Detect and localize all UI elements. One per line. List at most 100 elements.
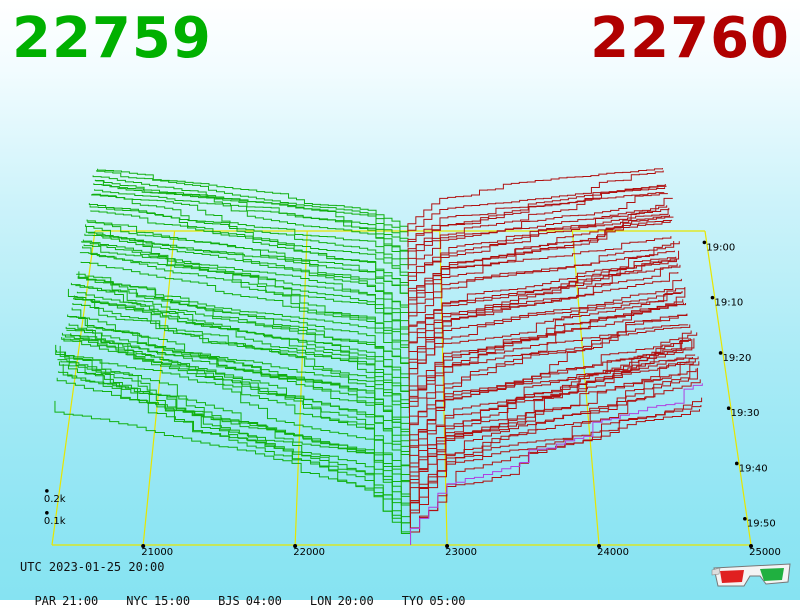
ask-depth-line (408, 197, 673, 309)
ask-depth-line (409, 338, 695, 479)
bid-depth-line (86, 219, 410, 309)
bid-depth-line (61, 332, 411, 490)
ask-depth-line (407, 220, 671, 292)
bid-depth-line (96, 170, 409, 237)
time-tick-label: 19:30 (731, 408, 760, 419)
time-tick-label: 19:20 (723, 353, 752, 364)
chart-grid (51, 230, 752, 546)
tz-par: PAR 21:00 (34, 594, 99, 608)
bid-price: 22759 (12, 6, 212, 71)
time-tick-dot (734, 461, 739, 466)
bid-depth-line (88, 203, 409, 292)
ask-depth-line (408, 264, 681, 369)
3d-glasses-icon[interactable] (710, 560, 794, 590)
bid-depth-line (59, 345, 411, 507)
utc-timestamp: UTC 2023-01-25 20:00 (20, 560, 165, 574)
bid-depth-line (64, 334, 411, 468)
timezone-strip: PAR 21:00 NYC 15:00 BJS 04:00 LON 20:00 TYO 05:00 (20, 580, 494, 608)
chart-axes: 21000 22000 23000 24000 25000 19:00 19:10 19:20… (44, 240, 781, 558)
bid-depth-line (82, 246, 410, 342)
bid-depth-line (55, 350, 411, 534)
bid-depth-line (94, 189, 409, 254)
bid-depth-line (61, 337, 411, 496)
ask-depth-series (407, 168, 703, 545)
bid-depth-line (63, 337, 411, 479)
bid-depth-series (54, 168, 412, 545)
bid-depth-line (82, 239, 410, 336)
bid-depth-line (94, 179, 409, 248)
ask-depth-line (407, 184, 666, 254)
bid-depth-line (65, 326, 411, 463)
bid-depth-line (90, 210, 409, 281)
x-tick-dot (445, 544, 450, 548)
tz-nyc: NYC 15:00 (126, 594, 191, 608)
x-tick-dot (293, 544, 298, 548)
bid-depth-line (62, 364, 411, 485)
ask-depth-line (408, 314, 687, 419)
ask-depth-line (409, 379, 701, 529)
time-tick-dot (718, 351, 723, 355)
ask-depth-line (408, 292, 682, 375)
bid-depth-line (91, 194, 409, 276)
ask-depth-line (409, 332, 698, 501)
ask-depth-line (409, 368, 697, 496)
time-tick-dot (743, 516, 747, 521)
bid-depth-line (79, 252, 410, 358)
bid-depth-line (76, 273, 410, 386)
bid-depth-line (67, 288, 411, 446)
bid-depth-line (77, 276, 410, 375)
ask-depth-line (407, 214, 670, 287)
tz-tyo: TYO 05:00 (401, 594, 466, 608)
time-tick-dot (702, 240, 707, 245)
ask-price: 22760 (590, 6, 790, 71)
ask-depth-line (407, 168, 663, 231)
bid-depth-line (89, 205, 409, 287)
time-tick-dot (710, 295, 715, 300)
x-tick-dot (597, 544, 602, 548)
ask-depth-line (409, 339, 689, 435)
ask-depth-line (408, 216, 674, 314)
ask-depth-line (408, 291, 683, 386)
bid-depth-line (60, 360, 411, 501)
time-tick-label: 19:40 (739, 463, 768, 474)
bid-depth-line (73, 295, 410, 402)
bid-depth-line (67, 314, 411, 452)
ask-depth-line (407, 185, 667, 259)
ask-depth-line (407, 205, 668, 265)
ask-depth-line (407, 219, 673, 303)
bid-depth-line (93, 183, 409, 259)
ask-depth-line (409, 338, 691, 452)
bid-depth-line (76, 291, 410, 380)
grid-price-line (51, 230, 96, 546)
ask-depth-line (408, 241, 675, 320)
bid-depth-line (80, 261, 410, 353)
bid-depth-line (64, 352, 411, 474)
ask-depth-line (409, 356, 699, 512)
bid-depth-line (97, 168, 409, 231)
grid-price-line (294, 230, 308, 546)
ask-depth-line (409, 357, 694, 468)
bid-depth-line (54, 400, 412, 545)
x-tick-label: 25000 (749, 547, 781, 558)
ask-depth-line (408, 263, 678, 347)
ask-depth-line (409, 361, 694, 474)
ask-depth-line (409, 361, 700, 518)
tz-lon: LON 20:00 (309, 594, 374, 608)
x-tick-dot (141, 544, 146, 548)
bid-depth-line (57, 359, 411, 523)
ask-depth-line (407, 193, 668, 270)
y-tick-dot (45, 489, 49, 493)
bid-depth-line (84, 233, 410, 325)
ask-depth-line (409, 358, 696, 490)
ask-depth-line (409, 338, 693, 463)
ask-depth-line (410, 383, 703, 545)
bid-depth-line (56, 377, 411, 529)
bid-depth-line (91, 193, 409, 270)
ask-depth-line (409, 313, 688, 424)
y-tick-dot (45, 511, 49, 515)
x-tick-label: 21000 (141, 547, 173, 558)
grid-price-line (704, 230, 752, 546)
ask-depth-line (409, 324, 691, 446)
x-tick-label: 24000 (597, 547, 629, 558)
